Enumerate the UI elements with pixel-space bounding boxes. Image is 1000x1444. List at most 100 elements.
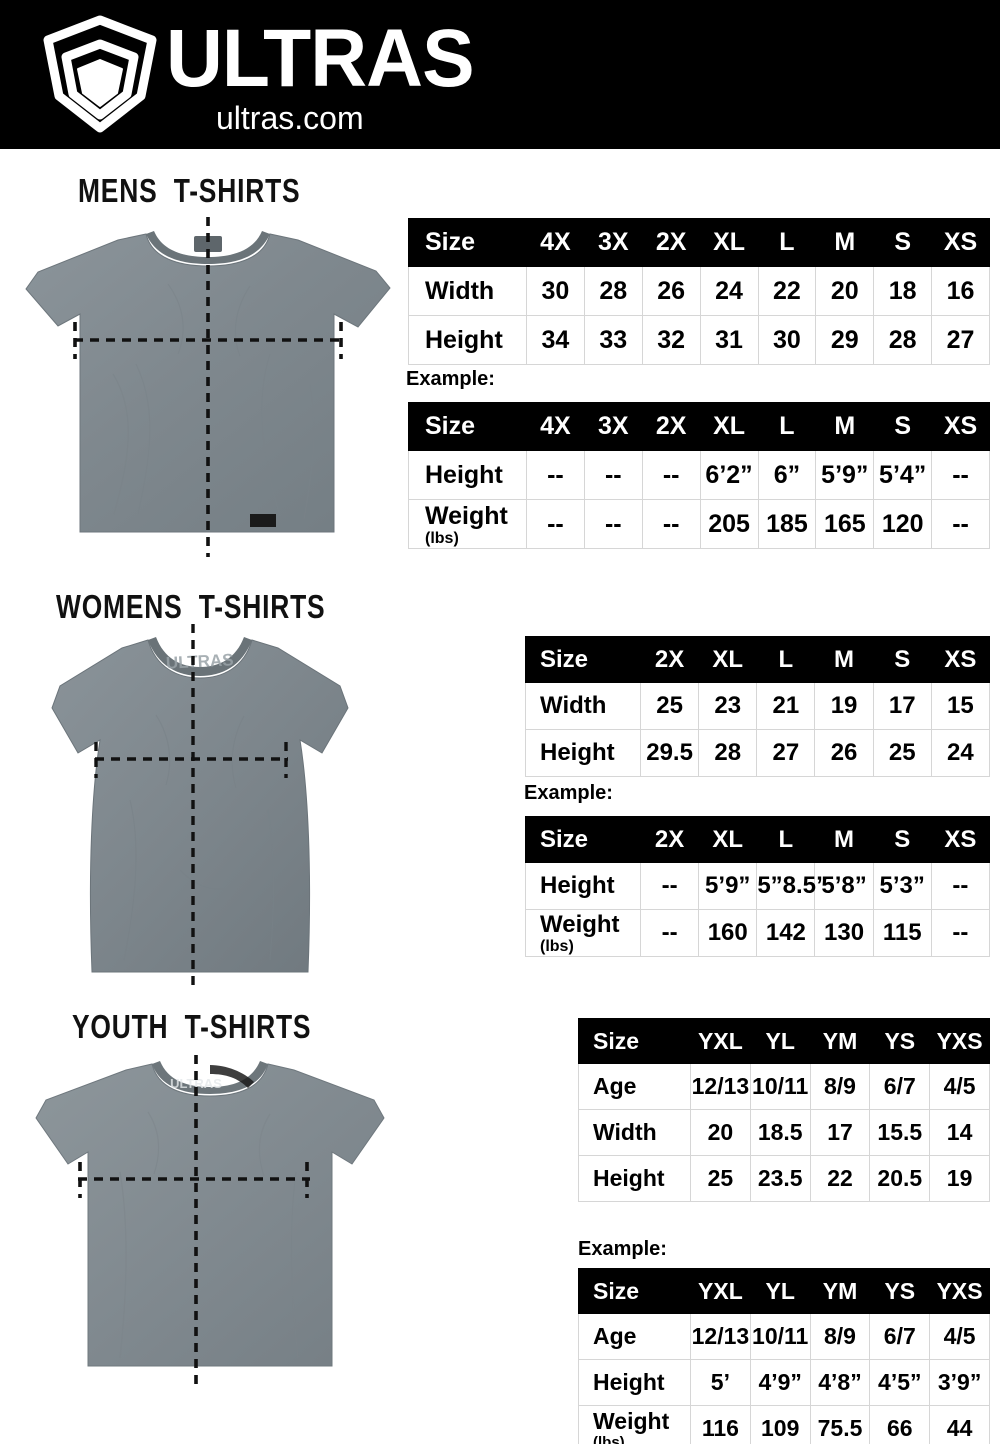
- table-row: Height 29.5 28 27 26 25 24: [525, 729, 991, 777]
- header-cell: 4X: [526, 402, 585, 451]
- womens-example-label: Example:: [524, 782, 613, 804]
- data-cell: 21: [756, 682, 816, 730]
- header-cell: YM: [809, 1018, 871, 1064]
- womens-example-table: Size 2X XL L M S XS Height -- 5’9” 5”8.5…: [525, 816, 991, 957]
- data-cell: 130: [814, 909, 874, 957]
- data-cell: 28: [583, 266, 643, 316]
- data-cell: --: [583, 450, 643, 500]
- mens-example-table: Size 4X 3X 2X XL L M S XS Height -- -- -…: [408, 402, 990, 549]
- table-row: Weight (lbs) -- -- -- 205 185 165 120 --: [408, 499, 990, 549]
- data-cell: 4’5”: [869, 1359, 931, 1406]
- data-cell: 29: [815, 315, 875, 365]
- data-cell: 22: [757, 266, 817, 316]
- data-cell: 4’8”: [809, 1359, 871, 1406]
- brand-url: ultras.com: [216, 99, 364, 136]
- table-header-row: Size YXL YL YM YS YXS: [578, 1018, 990, 1064]
- data-cell: 6/7: [869, 1063, 931, 1110]
- data-cell: 12/13: [690, 1063, 751, 1110]
- data-cell: 31: [699, 315, 759, 365]
- header-cell: XL: [698, 636, 758, 683]
- data-cell: 160: [698, 909, 758, 957]
- header-cell: YS: [869, 1268, 931, 1314]
- data-cell: 23.5: [749, 1155, 811, 1202]
- data-cell: 15.5: [869, 1109, 931, 1156]
- header-cell: 3X: [583, 402, 643, 451]
- row-label: Height: [578, 1155, 691, 1202]
- header-cell: S: [873, 218, 933, 267]
- data-cell: 28: [873, 315, 933, 365]
- data-cell: 18: [873, 266, 933, 316]
- table-header-row: Size 4X 3X 2X XL L M S XS: [408, 402, 990, 451]
- brand-text-block: ULTRAS ultras.com: [166, 14, 486, 134]
- header-cell: YXL: [690, 1018, 751, 1064]
- row-label-unit: (lbs): [540, 938, 574, 955]
- data-cell: 17: [872, 682, 932, 730]
- data-cell: 17: [809, 1109, 871, 1156]
- data-cell: 185: [757, 499, 817, 549]
- data-cell: 5’3”: [872, 862, 932, 910]
- row-label: Height: [525, 862, 641, 910]
- row-label: Width: [525, 682, 641, 730]
- table-row: Weight (lbs) 116 109 75.5 66 44: [578, 1405, 990, 1444]
- table-row: Height -- 5’9” 5”8.5” 5’8” 5’3” --: [525, 862, 991, 910]
- data-cell: 19: [929, 1155, 990, 1202]
- header-cell: Size: [578, 1268, 691, 1314]
- data-cell: 12/13: [690, 1313, 751, 1360]
- data-cell: --: [931, 450, 990, 500]
- table-row: Height 5’ 4’9” 4’8” 4’5” 3’9”: [578, 1359, 990, 1406]
- data-cell: 20.5: [869, 1155, 931, 1202]
- data-cell: 27: [756, 729, 816, 777]
- table-header-row: Size 2X XL L M S XS: [525, 816, 991, 863]
- data-cell: 6/7: [869, 1313, 931, 1360]
- brand-header: ULTRAS ultras.com: [0, 0, 1000, 149]
- table-row: Age 12/13 10/11 8/9 6/7 4/5: [578, 1063, 990, 1110]
- header-cell: XS: [931, 218, 990, 267]
- row-label: Height: [408, 450, 527, 500]
- section-heading-youth: YOUTH T-SHIRTS: [72, 1008, 312, 1045]
- header-cell: YM: [809, 1268, 871, 1314]
- data-cell: 19: [814, 682, 874, 730]
- table-row: Height -- -- -- 6’2” 6” 5’9” 5’4” --: [408, 450, 990, 500]
- data-cell: 30: [757, 315, 817, 365]
- header-cell: YXS: [929, 1268, 990, 1314]
- header-cell: 2X: [641, 218, 701, 267]
- row-label: Height: [408, 315, 527, 365]
- header-cell: S: [872, 816, 932, 863]
- header-cell: M: [815, 218, 875, 267]
- section-heading-mens: MENS T-SHIRTS: [78, 172, 301, 209]
- table-row: Width 20 18.5 17 15.5 14: [578, 1109, 990, 1156]
- data-cell: 3’9”: [929, 1359, 990, 1406]
- data-cell: --: [931, 499, 990, 549]
- data-cell: 115: [872, 909, 932, 957]
- data-cell: 142: [756, 909, 816, 957]
- youth-size-table: Size YXL YL YM YS YXS Age 12/13 10/11 8/…: [578, 1018, 990, 1202]
- row-label: Width: [408, 266, 527, 316]
- data-cell: 27: [931, 315, 990, 365]
- row-label: Weight (lbs): [578, 1405, 691, 1444]
- header-cell: S: [872, 636, 932, 683]
- header-cell: XS: [931, 402, 990, 451]
- mens-example-label: Example:: [406, 368, 495, 390]
- data-cell: 20: [815, 266, 875, 316]
- header-cell: YL: [749, 1268, 811, 1314]
- data-cell: --: [930, 909, 991, 957]
- data-cell: 5’: [690, 1359, 751, 1406]
- header-cell: L: [757, 218, 817, 267]
- svg-text:ULTRAS: ULTRAS: [165, 650, 234, 673]
- row-label: Height: [578, 1359, 691, 1406]
- data-cell: 6’2”: [699, 450, 759, 500]
- data-cell: 165: [815, 499, 875, 549]
- row-label: Weight (lbs): [408, 499, 527, 549]
- data-cell: 29.5: [639, 729, 700, 777]
- mens-tshirt-icon: [18, 214, 398, 564]
- data-cell: 23: [698, 682, 758, 730]
- data-cell: 26: [641, 266, 701, 316]
- womens-size-table: Size 2X XL L M S XS Width 25 23 21 19 17…: [525, 636, 991, 777]
- data-cell: --: [526, 450, 585, 500]
- womens-tshirt-icon: ULTRAS: [30, 620, 370, 992]
- data-cell: 24: [930, 729, 991, 777]
- row-label-main: Weight: [425, 501, 508, 530]
- table-row: Width 30 28 26 24 22 20 18 16: [408, 266, 990, 316]
- data-cell: 25: [639, 682, 700, 730]
